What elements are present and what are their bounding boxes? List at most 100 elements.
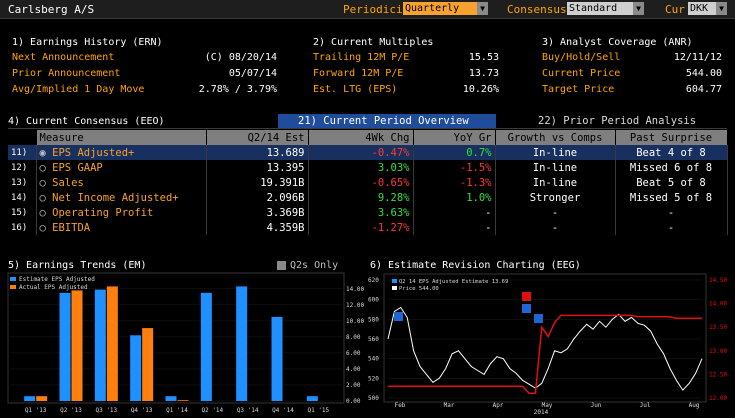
chg-cell: -0.65% <box>308 175 414 190</box>
y-tick-label: 2.00 <box>346 382 361 389</box>
price-line <box>387 306 703 391</box>
table-row[interactable]: 12) ○ EPS GAAP 13.395 3.03% -1.5% In-line Miss… <box>8 160 728 175</box>
col-header-estimate[interactable]: Q2/14 Est <box>206 130 309 145</box>
estimate-revision-title[interactable]: 6) Estimate Revision Charting (EEG) <box>370 260 581 271</box>
q2s-only-checkbox[interactable] <box>277 261 286 270</box>
comps-cell: - <box>495 220 616 235</box>
row-radio-icon[interactable]: ○ <box>39 206 53 219</box>
x-tick-label: Q2 '14 <box>201 407 223 414</box>
table-row[interactable]: 14) ○ Net Income Adjusted+ 2.096B 9.28% 1.0%… <box>8 190 728 205</box>
x-tick-label: Q2 '13 <box>60 407 82 414</box>
row-radio-icon[interactable]: ○ <box>39 161 53 174</box>
earnings-history-title[interactable]: 1) Earnings History (ERN) <box>12 37 163 48</box>
surprise-cell: - <box>615 220 728 235</box>
info-label: Current Price <box>542 68 621 79</box>
measure-label: Net Income Adjusted+ <box>52 191 179 204</box>
event-marker-icon[interactable] <box>522 292 531 301</box>
measure-cell: ○ Net Income Adjusted+ <box>36 190 207 205</box>
x-tick-label: May <box>542 402 553 409</box>
surprise-cell: Beat 5 of 8 <box>615 175 728 190</box>
yoy-cell: 1.0% <box>413 190 496 205</box>
measure-cell: ◉ EPS Adjusted+ <box>36 145 207 160</box>
row-radio-icon[interactable]: ◉ <box>39 146 53 159</box>
bar-estimate <box>236 286 248 401</box>
measure-cell: ○ Sales <box>36 175 207 190</box>
event-marker-icon[interactable] <box>522 304 531 313</box>
info-label: Next Announcement <box>12 52 115 63</box>
x-tick-label: Q3 '14 <box>237 407 259 414</box>
earnings-trends-chart[interactable]: 0.00 2.00 4.00 6.00 8.00 10.00 12.00 14.00 Q1 '… <box>0 272 365 418</box>
y-tick-label: 14.00 <box>346 286 364 293</box>
yoy-cell: -1.5% <box>413 160 496 175</box>
x-tick-label: Jul <box>640 402 651 409</box>
chg-cell: 3.63% <box>308 205 414 220</box>
row-num-header <box>8 130 37 145</box>
col-header-4wk-chg[interactable]: 4Wk Chg <box>308 130 414 145</box>
measure-cell: ○ Operating Profit <box>36 205 207 220</box>
table-row[interactable]: 11) ◉ EPS Adjusted+ 13.689 -0.47% 0.7% In-lin… <box>8 145 728 160</box>
row-radio-icon[interactable]: ○ <box>39 221 53 234</box>
consensus-title[interactable]: 4) Current Consensus (EEO) <box>8 116 165 127</box>
estimate-cell: 3.369B <box>206 205 309 220</box>
yoy-cell: - <box>413 220 496 235</box>
info-row: Buy/Hold/Sell 12/11/12 <box>542 52 722 68</box>
bar-estimate <box>24 396 36 401</box>
surprise-cell: - <box>615 205 728 220</box>
ticker-title: Carlsberg A/S <box>8 3 95 16</box>
measure-label: Sales <box>52 176 84 189</box>
row-number: 11) <box>8 145 37 160</box>
tab-current-period[interactable]: 21) Current Period Overview (Q2/14) <box>278 114 496 141</box>
table-row[interactable]: 13) ○ Sales 19.391B -0.65% -1.3% In-line Beat … <box>8 175 728 190</box>
event-marker-icon[interactable] <box>394 312 403 321</box>
left-tick-label: 600 <box>368 297 379 304</box>
legend-swatch-estimate <box>392 279 397 283</box>
table-row[interactable]: 16) ○ EBITDA 4.359B -1.27% - - - <box>8 220 728 235</box>
bar-estimate <box>271 316 283 401</box>
consensus-label: Consensus <box>507 3 567 16</box>
legend-swatch-actual <box>10 285 16 289</box>
info-value: 15.53 <box>468 52 499 63</box>
legend-swatch-price <box>392 286 397 290</box>
currency-select[interactable]: DKK <box>688 2 716 15</box>
col-header-measure[interactable]: Measure <box>36 130 207 145</box>
info-row: Current Price 544.00 <box>542 68 722 84</box>
info-row: Forward 12M P/E 13.73 <box>313 68 499 84</box>
consensus-dropdown-icon[interactable]: ▼ <box>633 2 644 15</box>
comps-cell: In-line <box>495 145 616 160</box>
left-tick-label: 540 <box>368 356 379 363</box>
table-row[interactable]: 15) ○ Operating Profit 3.369B 3.63% - - - <box>8 205 728 220</box>
event-marker-icon[interactable] <box>534 314 543 323</box>
right-tick-label: 13.50 <box>709 324 727 331</box>
consensus-select[interactable]: Standard <box>567 2 633 15</box>
x-year-label: 2014 <box>534 409 549 416</box>
info-label: Est. LTG (EPS) <box>313 84 398 95</box>
periodicity-select[interactable]: Quarterly <box>403 2 477 15</box>
right-tick-label: 14.00 <box>709 301 727 308</box>
info-value: (C) 08/20/14 <box>204 52 277 63</box>
row-radio-icon[interactable]: ○ <box>39 191 53 204</box>
bar-actual <box>71 290 83 401</box>
event-markers <box>394 292 543 323</box>
row-number: 16) <box>8 220 37 235</box>
analyst-coverage-title[interactable]: 3) Analyst Coverage (ANR) <box>542 37 693 48</box>
col-header-surprise[interactable]: Past Surprise <box>615 130 728 145</box>
current-multiples-title[interactable]: 2) Current Multiples <box>313 37 434 48</box>
comps-cell: Stronger <box>495 190 616 205</box>
currency-dropdown-icon[interactable]: ▼ <box>716 2 727 15</box>
consensus-table: Measure Q2/14 Est 4Wk Chg YoY Gr Growth … <box>8 130 728 235</box>
periodicity-dropdown-icon[interactable]: ▼ <box>477 2 488 15</box>
y-tick-label: 4.00 <box>346 366 361 373</box>
col-header-yoy[interactable]: YoY Gr <box>413 130 496 145</box>
comps-cell: In-line <box>495 160 616 175</box>
col-header-comps[interactable]: Growth vs Comps <box>495 130 616 145</box>
yoy-cell: 0.7% <box>413 145 496 160</box>
q2s-only-label: Q2s Only <box>290 260 339 271</box>
yoy-cell: -1.3% <box>413 175 496 190</box>
analyst-coverage-panel: 3) Analyst Coverage (ANR) Buy/Hold/Sell … <box>542 37 722 100</box>
currency-value: DKK <box>690 3 709 14</box>
estimate-revision-chart[interactable]: 500 520 540 560 580 600 620 12.00 12.50 13.00 13.5… <box>366 272 735 418</box>
tab-prior-period[interactable]: 22) Prior Period Analysis (Q1/14) <box>538 115 697 141</box>
earnings-trends-title[interactable]: 5) Earnings Trends (EM) <box>8 260 147 271</box>
row-radio-icon[interactable]: ○ <box>39 176 53 189</box>
yoy-cell: - <box>413 205 496 220</box>
